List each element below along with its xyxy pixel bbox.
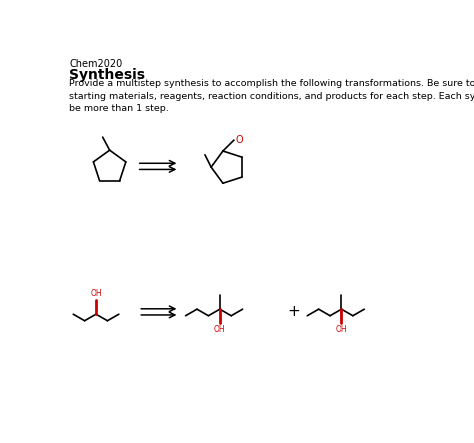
Text: O: O	[235, 135, 243, 145]
Text: +: +	[287, 303, 300, 319]
Text: Chem2020: Chem2020	[69, 59, 123, 69]
Text: OH: OH	[214, 325, 226, 334]
Text: OH: OH	[90, 289, 102, 298]
Text: OH: OH	[336, 325, 347, 334]
Text: Synthesis: Synthesis	[69, 68, 146, 82]
Text: Provide a multistep synthesis to accomplish the following transformations. Be su: Provide a multistep synthesis to accompl…	[69, 79, 474, 113]
